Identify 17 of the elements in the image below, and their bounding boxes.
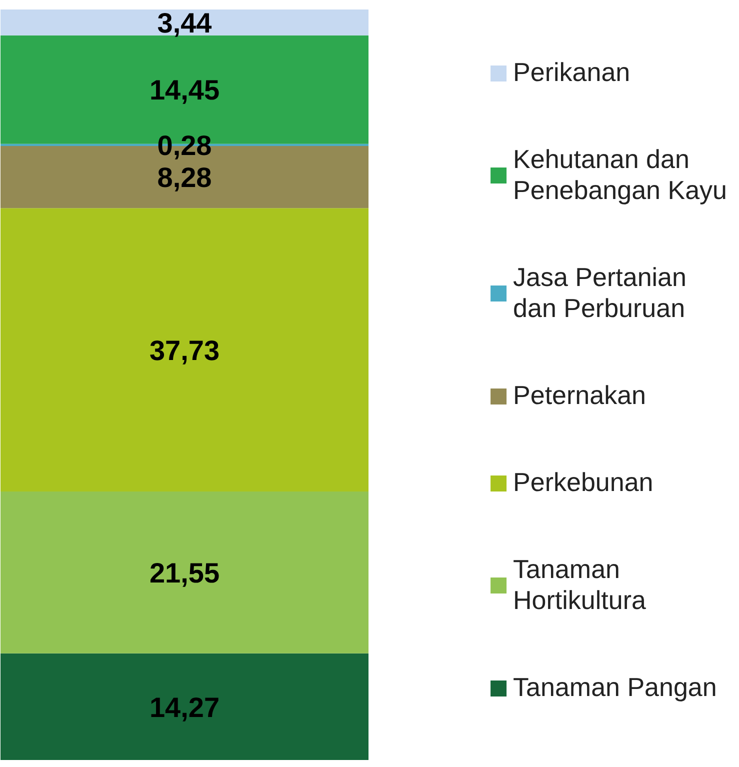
data-label: 37,73 bbox=[149, 334, 220, 366]
bar bbox=[0, 10, 368, 36]
legend-label: Tanaman Hortikultura bbox=[513, 554, 646, 616]
data-label: 8,28 bbox=[157, 162, 212, 194]
legend-label: Jasa Pertanian dan Perburuan bbox=[513, 262, 686, 324]
bar bbox=[0, 208, 368, 492]
legend-label: Kehutanan dan Penebangan Kayu bbox=[513, 144, 727, 206]
legend-label: Tanaman Pangan bbox=[513, 672, 717, 703]
data-label: 3,44 bbox=[157, 7, 212, 38]
data-label: 21,55 bbox=[149, 557, 220, 588]
data-label: 14,45 bbox=[149, 74, 220, 106]
legend-label: Perikanan bbox=[513, 57, 630, 88]
legend-label: Perkebunan bbox=[513, 467, 654, 498]
data-label: 14,27 bbox=[149, 692, 220, 723]
bar bbox=[0, 491, 368, 654]
bar bbox=[0, 653, 368, 760]
legend-label: Peternakan bbox=[513, 380, 646, 411]
